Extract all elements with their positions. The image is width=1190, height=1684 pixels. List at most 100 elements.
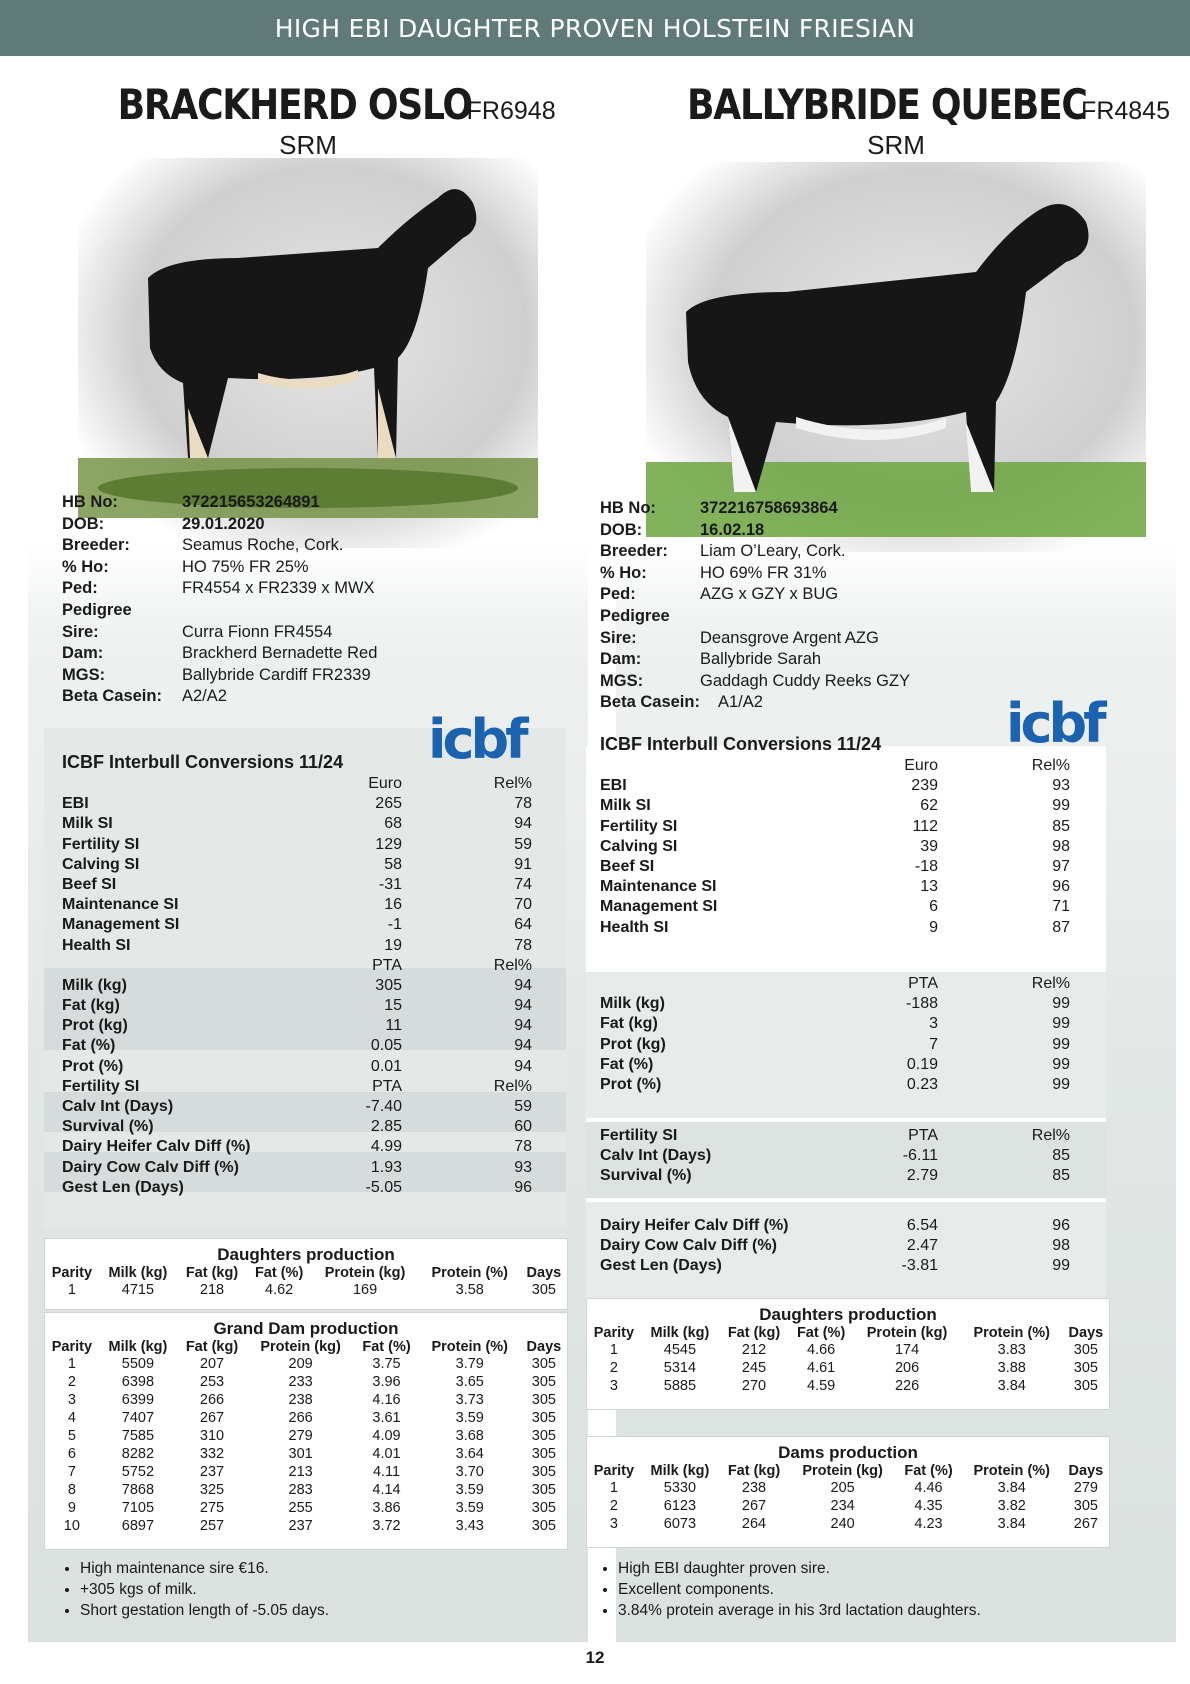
row-value: 11	[385, 1017, 402, 1035]
cell: 6398	[121, 1374, 155, 1390]
cell: 4.09	[372, 1428, 401, 1444]
col-header: Milk (kg)	[108, 1339, 168, 1355]
cell: 4.66	[807, 1342, 836, 1358]
cell: 255	[288, 1500, 313, 1516]
row-label: Survival (%)	[600, 1167, 692, 1185]
cell: 218	[199, 1282, 225, 1298]
cell: 305	[531, 1392, 556, 1408]
row-label: Prot (%)	[600, 1075, 662, 1093]
row-value: -1	[387, 916, 402, 934]
row-label: Fat (%)	[62, 1037, 116, 1055]
cell: 266	[199, 1392, 225, 1408]
row-value: 2.85	[370, 1118, 402, 1136]
cell: 4.23	[914, 1516, 943, 1532]
col-header: Protein (%)	[431, 1339, 508, 1355]
cell: 3.59	[455, 1500, 484, 1516]
row-value: -5.05	[365, 1178, 402, 1196]
dams-table: Parity Milk (kg) Fat (kg) Protein (kg) F…	[587, 1463, 1109, 1533]
row-value: 39	[920, 837, 938, 855]
cell: 3	[67, 1392, 76, 1408]
info-value: Seamus Roche, Cork.	[182, 536, 344, 555]
col-header: Fat (kg)	[727, 1325, 781, 1341]
row-value: 112	[912, 817, 938, 835]
dams-title: Dams production	[778, 1443, 918, 1462]
row-label: Fat (kg)	[62, 997, 120, 1015]
row-rel: 99	[1052, 1257, 1070, 1275]
row-value: 265	[375, 795, 402, 813]
highlight-item: 3.84% protein average in his 3rd lactati…	[618, 1600, 981, 1621]
row-rel: 87	[1052, 918, 1070, 936]
col-header: Parity	[51, 1265, 93, 1281]
info-label: HB No:	[62, 493, 118, 511]
cell: 4.59	[807, 1378, 836, 1394]
info-value: Curra Fionn FR4554	[182, 622, 333, 641]
col-header: Protein (%)	[431, 1265, 508, 1281]
cell: 212	[741, 1342, 767, 1358]
col-header: PTA	[908, 1127, 938, 1144]
table-row: 5 7585 310 279 4.09 3.68 305	[45, 1427, 567, 1445]
row-rel: 94	[514, 1057, 532, 1075]
cell: 9	[67, 1500, 76, 1516]
cell: 4545	[663, 1342, 697, 1358]
highlight-item: High EBI daughter proven sire.	[618, 1558, 981, 1579]
row-label: Fertility SI	[600, 1127, 678, 1144]
row-value: 6.54	[906, 1217, 938, 1234]
row-label: EBI	[62, 795, 89, 813]
col-header: Days	[1068, 1325, 1104, 1341]
col-header: Days	[526, 1265, 562, 1281]
cell: 238	[741, 1480, 767, 1496]
cell: 267	[199, 1410, 225, 1426]
cell: 6073	[663, 1516, 697, 1532]
info-value: A1/A2	[718, 693, 763, 712]
cell: 283	[288, 1482, 313, 1498]
row-label: Calving SI	[62, 855, 140, 873]
table-row: 2 6398 253 233 3.96 3.65 305	[45, 1373, 567, 1391]
row-rel: 85	[1052, 1147, 1070, 1165]
row-value: 1.93	[370, 1158, 402, 1176]
cell: 3.96	[372, 1374, 401, 1390]
cell: 8282	[121, 1446, 155, 1462]
col-header: Rel%	[1031, 1127, 1070, 1144]
row-value: 0.19	[906, 1055, 938, 1073]
row-value: 0.01	[370, 1057, 402, 1075]
cell: 257	[199, 1518, 225, 1534]
cell: 1	[67, 1282, 76, 1298]
info-value: Ballybride Cardiff FR2339	[182, 665, 371, 684]
cell: 4.01	[372, 1446, 401, 1462]
cell: 238	[288, 1392, 313, 1408]
info-label: Ped:	[600, 585, 636, 604]
daughters-production-box: Daughters production Parity Milk (kg) Fa…	[44, 1238, 568, 1310]
cell: 7585	[121, 1428, 155, 1444]
icbf-logo: icbf	[428, 708, 529, 771]
highlights-list: High EBI daughter proven sire. Excellent…	[596, 1558, 981, 1621]
row-value: 239	[911, 777, 938, 795]
cell: 4.16	[372, 1392, 401, 1408]
icbf-title: ICBF Interbull Conversions 11/24	[600, 734, 882, 754]
col-header: Rel%	[1031, 757, 1070, 774]
info-label: DOB:	[62, 514, 105, 533]
row-rel: 97	[1052, 857, 1070, 875]
col-header: Days	[1068, 1463, 1104, 1479]
info-label: Breeder:	[62, 536, 130, 555]
row-value: 58	[384, 855, 402, 873]
cell: 266	[288, 1410, 313, 1426]
info-label: Pedigree	[600, 606, 670, 625]
table-row: 9 7105 275 255 3.86 3.59 305	[45, 1499, 567, 1517]
page-number: 12	[585, 1648, 605, 1667]
row-value: 0.23	[906, 1075, 938, 1093]
cell: 3.84	[997, 1378, 1026, 1394]
row-rel: 59	[514, 835, 532, 853]
cell: 305	[531, 1428, 556, 1444]
cell: 3.84	[997, 1480, 1026, 1496]
cell: 305	[1073, 1360, 1098, 1376]
info-label: Dam:	[600, 650, 642, 669]
info-label: Beta Casein:	[600, 693, 700, 712]
row-value: -6.11	[902, 1147, 938, 1165]
row-rel: 91	[514, 855, 532, 873]
cell: 3.86	[372, 1500, 401, 1516]
cell: 5509	[121, 1356, 155, 1372]
info-label: % Ho:	[600, 563, 647, 582]
row-label: Milk SI	[600, 797, 651, 815]
cell: 8	[67, 1482, 76, 1498]
cell: 2	[609, 1498, 618, 1514]
